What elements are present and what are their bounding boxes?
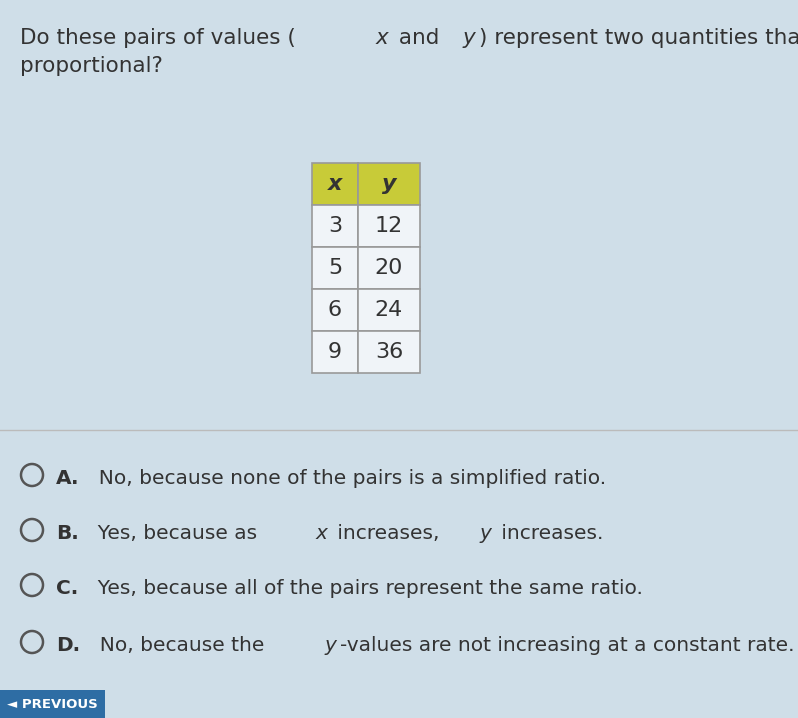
- Text: proportional?: proportional?: [20, 56, 163, 76]
- FancyBboxPatch shape: [312, 163, 358, 205]
- Text: -values are not increasing at a constant rate.: -values are not increasing at a constant…: [339, 636, 794, 656]
- Text: x: x: [316, 524, 327, 544]
- Text: increases.: increases.: [495, 524, 603, 544]
- Text: increases,: increases,: [331, 524, 446, 544]
- Text: 6: 6: [328, 300, 342, 320]
- Text: No, because the: No, because the: [87, 636, 271, 656]
- Text: x: x: [376, 28, 389, 48]
- Text: C.: C.: [56, 579, 78, 598]
- FancyBboxPatch shape: [358, 247, 420, 289]
- Text: Do these pairs of values (: Do these pairs of values (: [20, 28, 296, 48]
- Text: 36: 36: [375, 342, 403, 362]
- Text: D.: D.: [56, 636, 80, 656]
- FancyBboxPatch shape: [312, 331, 358, 373]
- FancyBboxPatch shape: [312, 247, 358, 289]
- Text: ) represent two quantities that are: ) represent two quantities that are: [479, 28, 798, 48]
- Text: No, because none of the pairs is a simplified ratio.: No, because none of the pairs is a simpl…: [86, 469, 606, 488]
- Text: 12: 12: [375, 216, 403, 236]
- Text: Yes, because as: Yes, because as: [85, 524, 264, 544]
- Text: 5: 5: [328, 258, 342, 278]
- FancyBboxPatch shape: [358, 205, 420, 247]
- FancyBboxPatch shape: [358, 163, 420, 205]
- Text: 9: 9: [328, 342, 342, 362]
- FancyBboxPatch shape: [312, 205, 358, 247]
- Text: Yes, because all of the pairs represent the same ratio.: Yes, because all of the pairs represent …: [85, 579, 642, 598]
- Text: y: y: [381, 174, 397, 194]
- FancyBboxPatch shape: [312, 289, 358, 331]
- Text: x: x: [328, 174, 342, 194]
- Text: and: and: [393, 28, 447, 48]
- Text: A.: A.: [56, 469, 80, 488]
- Text: B.: B.: [56, 524, 79, 544]
- Text: y: y: [462, 28, 475, 48]
- FancyBboxPatch shape: [0, 690, 105, 718]
- FancyBboxPatch shape: [358, 289, 420, 331]
- Text: 3: 3: [328, 216, 342, 236]
- Text: 20: 20: [375, 258, 403, 278]
- Text: 24: 24: [375, 300, 403, 320]
- Text: y: y: [480, 524, 491, 544]
- Text: y: y: [324, 636, 336, 656]
- FancyBboxPatch shape: [358, 331, 420, 373]
- Text: ◄ PREVIOUS: ◄ PREVIOUS: [7, 697, 98, 711]
